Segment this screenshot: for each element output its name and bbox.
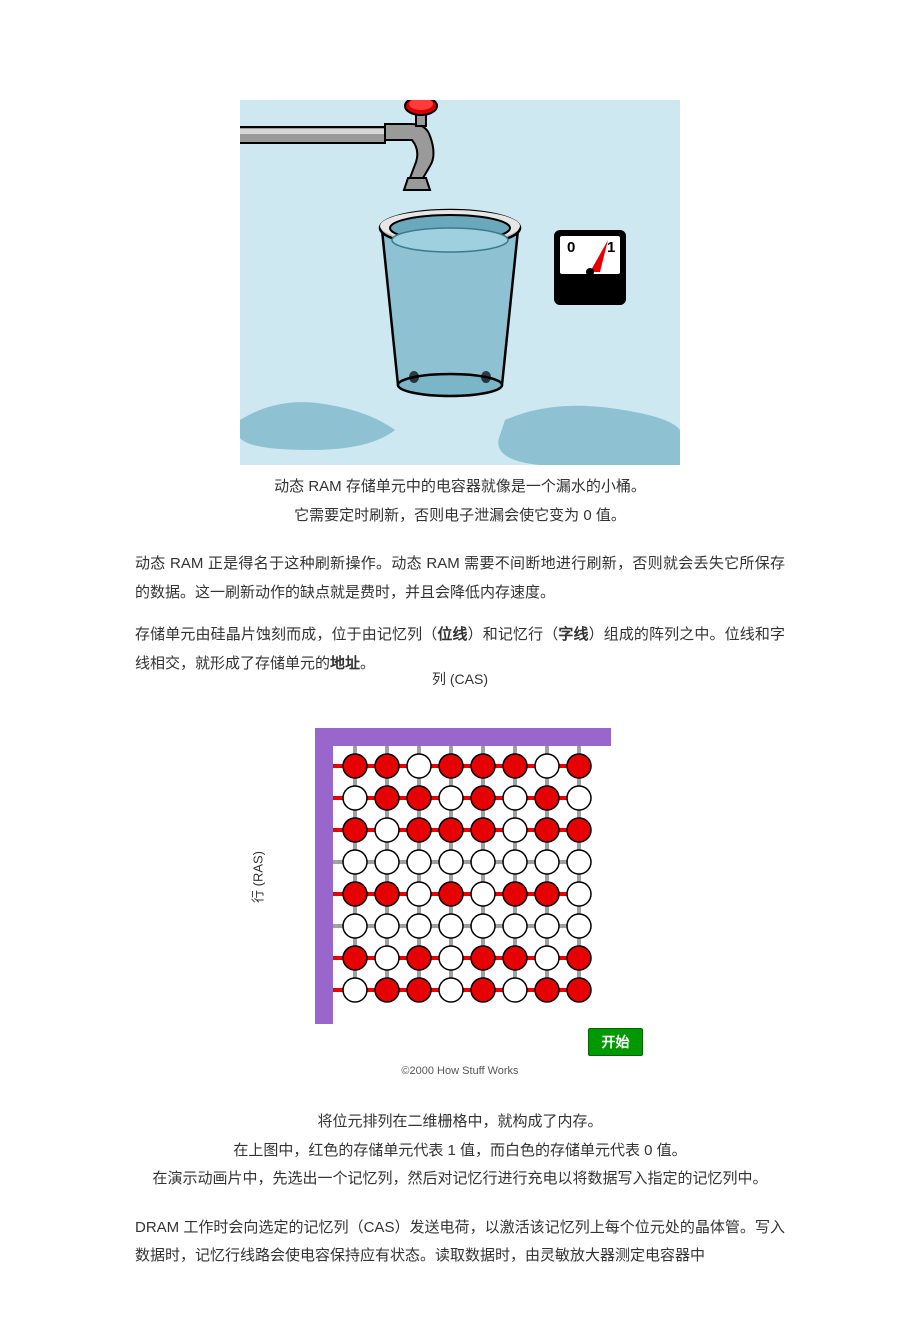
start-button[interactable]: 开始 — [588, 1028, 643, 1056]
figure2-caption: 将位元排列在二维栅格中，就构成了内存。 在上图中，红色的存储单元代表 1 值，而… — [135, 1108, 785, 1194]
figure2-caption-line3: 在演示动画片中，先选出一个记忆列，然后对记忆行进行充电以将数据写入指定的记忆列中… — [152, 1170, 767, 1187]
axis-label-cas: 列 (CAS) — [432, 666, 488, 693]
copyright-text: ©2000 How Stuff Works — [265, 1061, 655, 1082]
figure-memory-grid: 行 (RAS) 开始 ©2000 How Stuff Works — [265, 720, 655, 1086]
paragraph-1: 动态 RAM 正是得名于这种刷新操作。动态 RAM 需要不间断地进行刷新，否则就… — [135, 550, 785, 607]
term-wordline: 字线 — [558, 626, 588, 643]
figure1-caption-line2: 它需要定时刷新，否则电子泄漏会使它变为 0 值。 — [294, 507, 626, 524]
figure-memory-grid-container: 列 (CAS) 行 (RAS) 开始 ©2000 How Stuff Works — [220, 692, 700, 1086]
paragraph-3: DRAM 工作时会向选定的记忆列（CAS）发送电荷，以激活该记忆列上每个位元处的… — [135, 1214, 785, 1271]
figure1-caption: 动态 RAM 存储单元中的电容器就像是一个漏水的小桶。 它需要定时刷新，否则电子… — [135, 473, 785, 530]
figure2-caption-line1: 将位元排列在二维栅格中，就构成了内存。 — [317, 1113, 602, 1130]
figure-leaky-bucket: 0 1 — [240, 100, 680, 465]
term-address: 地址 — [330, 655, 360, 672]
axis-label-ras: 行 (RAS) — [247, 851, 272, 903]
gauge-zero-label: 0 — [567, 239, 575, 256]
gauge-one-label: 1 — [607, 239, 615, 256]
term-bitline: 位线 — [437, 626, 467, 643]
figure2-caption-line2: 在上图中，红色的存储单元代表 1 值，而白色的存储单元代表 0 值。 — [233, 1142, 686, 1159]
figure1-caption-line1: 动态 RAM 存储单元中的电容器就像是一个漏水的小桶。 — [274, 478, 646, 495]
